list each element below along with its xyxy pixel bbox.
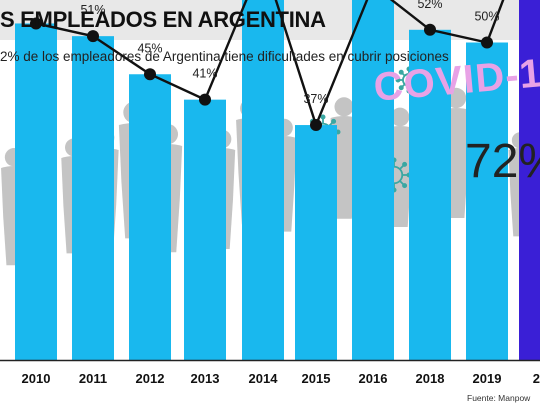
x-tick-2013: 2013 [191,371,220,386]
x-tick-2016: 2016 [359,371,388,386]
highlight-value: 72% [465,135,540,188]
data-label-2012: 45% [137,41,162,55]
marker-2011 [87,30,99,43]
bar-2015 [295,125,337,360]
x-tick-2019: 2019 [473,371,502,386]
data-label-2018: 52% [417,0,442,11]
data-label-2010: 53% [23,0,48,2]
person-silhouette [330,97,358,219]
x-tick-2018: 2018 [416,371,445,386]
data-label-2011: 51% [80,3,105,17]
bar-2016 [352,0,394,360]
chart-subtitle: 2% de los empleadores de Argentina tiene… [0,49,449,64]
marker-2010 [30,17,42,30]
data-label-2013: 41% [192,67,217,81]
x-tick-2010: 2010 [22,371,51,386]
bar-2010 [15,23,57,360]
bar-2018 [409,29,451,361]
x-tick-2012: 2012 [136,371,165,386]
bar-2014 [242,0,284,360]
bar-2012 [129,74,171,360]
bar-2011 [72,36,114,361]
trend-line-path [35,0,505,129]
data-label-2019: 50% [474,10,499,24]
marker-2012 [144,68,156,81]
chart-title: S EMPLEADOS EN ARGENTINA [0,7,326,32]
x-tick-20: 20 [533,371,540,386]
bar-2019 [466,42,508,360]
x-axis: 2010 2011 2012 2013 2014 2015 2016 2018 2019 20 [0,359,540,386]
data-labels: 53%51%45%41%63%37%59%52%50% [23,0,499,106]
x-tick-2011: 2011 [79,371,107,386]
marker-2019 [481,36,493,49]
bar-2013 [184,99,226,361]
source-note: Fuente: Manpow [467,393,531,403]
marker-2018 [424,23,436,36]
data-label-2015: 37% [303,92,328,106]
marker-2015 [310,119,322,132]
x-tick-2014: 2014 [249,371,279,386]
x-tick-2015: 2015 [302,371,331,386]
marker-2013 [199,93,211,106]
bar-20 [519,0,540,361]
trend-line [30,0,505,132]
bars [15,0,540,361]
